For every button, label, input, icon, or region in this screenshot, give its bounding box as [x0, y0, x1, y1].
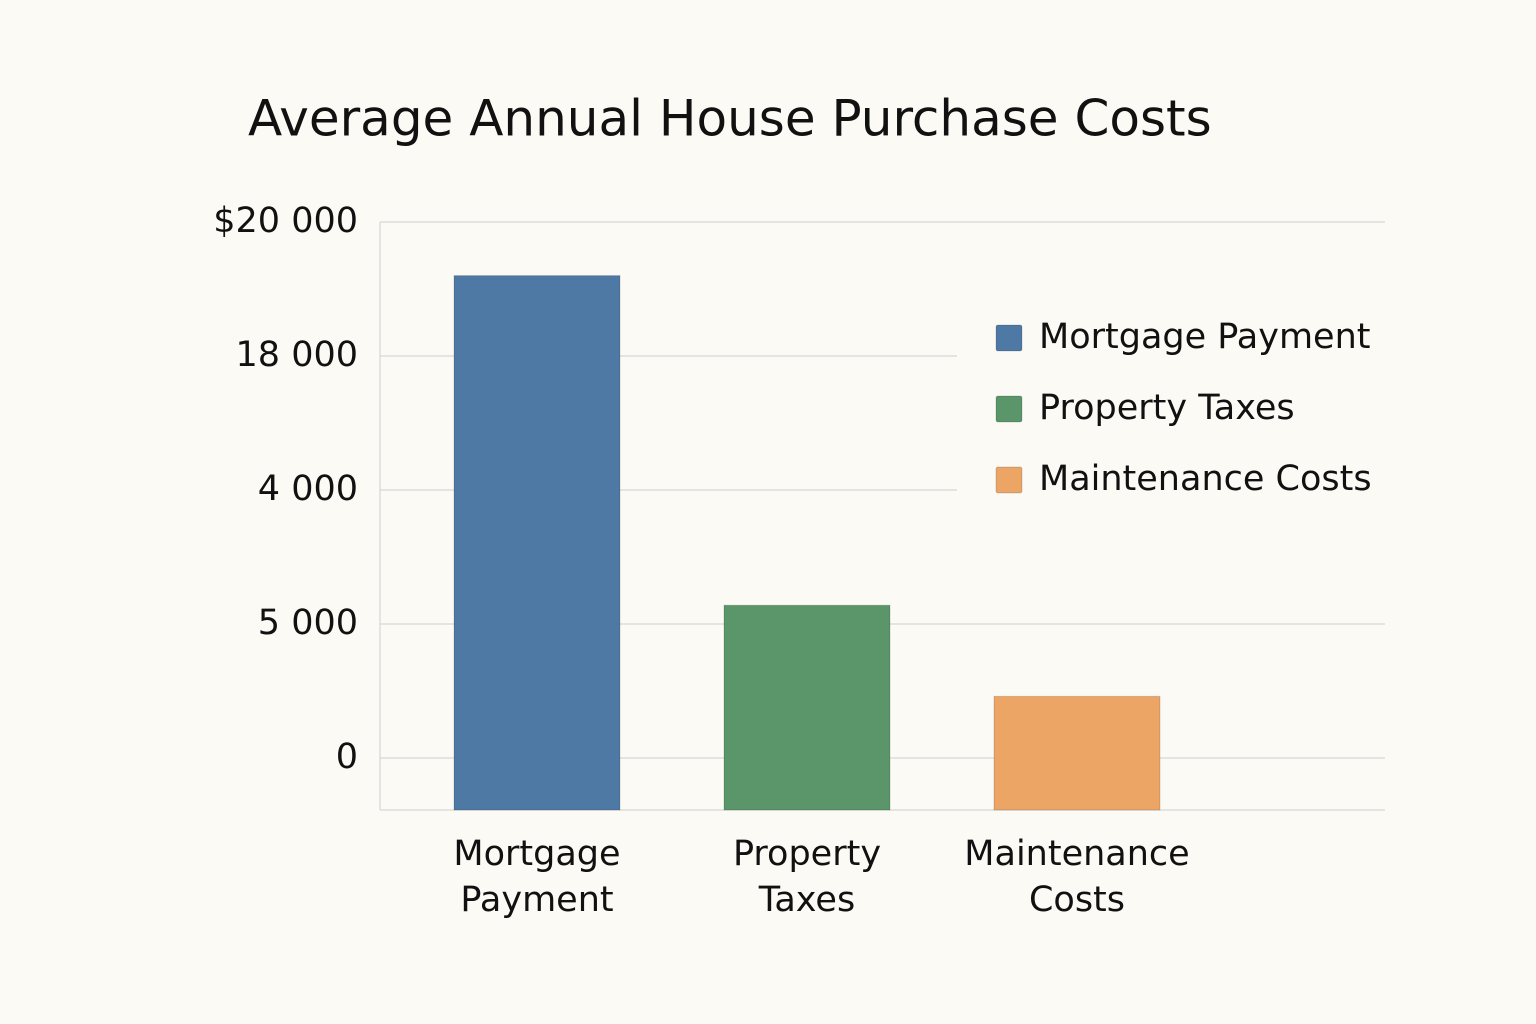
x-tick-label: Property Taxes [732, 834, 882, 920]
bar [993, 695, 1161, 811]
legend-label: Mortgage Payment [1039, 317, 1371, 357]
legend-background [957, 300, 1385, 512]
y-tick-label: 4 000 [258, 469, 358, 509]
y-tick-label: 5 000 [258, 603, 358, 643]
y-tick-label: 18 000 [236, 335, 358, 375]
bar [453, 275, 621, 811]
bar [723, 604, 891, 811]
x-tick-label: Maintenance Costs [964, 834, 1190, 920]
legend-swatch [995, 324, 1023, 352]
y-tick-label: $20 000 [213, 201, 358, 241]
legend: Mortgage Payment Property Taxes Maintenanc… [957, 300, 1385, 512]
x-tick-label: Mortgage Payment [453, 834, 621, 920]
legend-swatch [995, 466, 1023, 494]
legend-label: Maintenance Costs [1039, 459, 1372, 499]
legend-swatch [995, 395, 1023, 423]
chart-title: Average Annual House Purchase Costs [248, 90, 1212, 148]
legend-label: Property Taxes [1039, 388, 1295, 428]
y-tick-label: 0 [336, 737, 358, 777]
